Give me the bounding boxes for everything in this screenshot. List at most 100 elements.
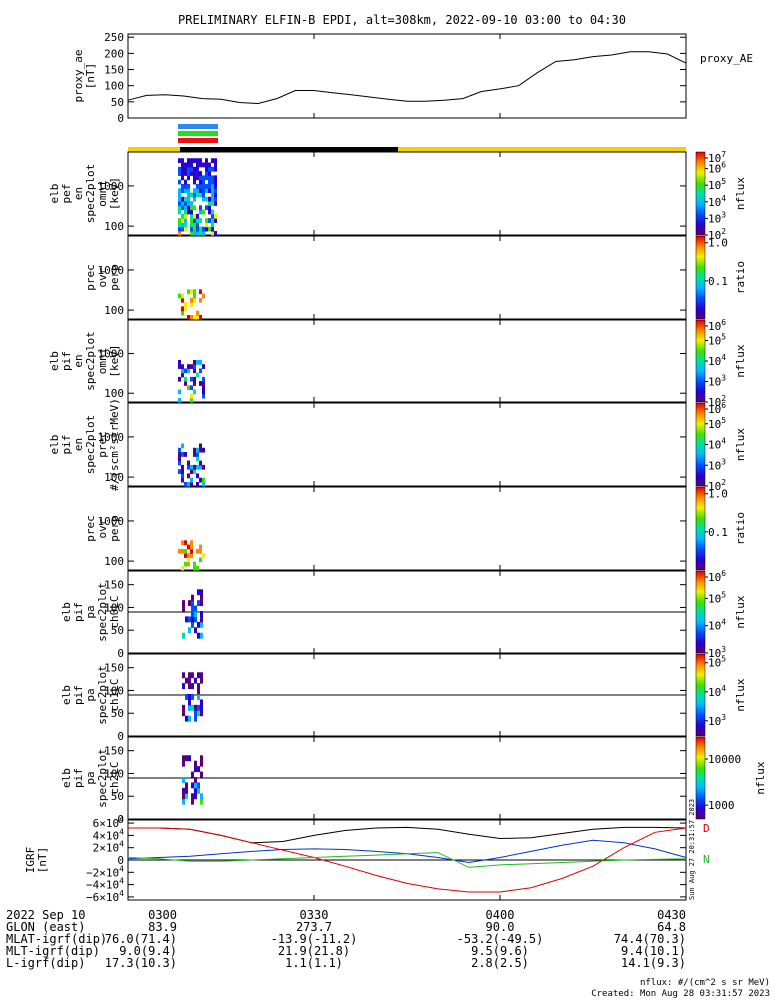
prec_ovr_perp-frame	[127, 235, 687, 320]
elb_pif_pa_spec2plot_ch0LC-cell	[197, 589, 200, 596]
orbit-row-value: 0330	[300, 908, 329, 922]
elb_pif_pa_spec2plot_ch2LC-ylabel-line: pa	[84, 771, 97, 784]
colorbar-tick-base: 10	[708, 403, 721, 416]
prec_ovr_perp_2-colorbar: 1.0 0.1 ratio	[695, 486, 747, 571]
elb_pif_en_spec2plot_omni-frame	[127, 319, 687, 403]
elb_pif_pa_spec2plot_ch1LC-colorbar-tick-label: 104	[708, 684, 726, 699]
elb_pef_en_spec2plot_omni-cell	[202, 175, 205, 181]
orbit-row-value: 0400	[486, 908, 515, 922]
elb_pef_en_spec2plot_omni-cell	[184, 196, 187, 202]
igrf-ytick-times10: ×10	[99, 879, 119, 892]
orbit-table: 2022 Sep 10 0300 0330 0400 0430 GLON (east) 83…	[6, 908, 686, 970]
elb_pef_en_spec2plot_omni-cell	[202, 162, 205, 168]
elb_pif_pa_spec2plot_ch1LC-ylabel-line: pa	[84, 688, 97, 701]
colorbar-tick-base: 10	[708, 152, 721, 165]
elb_pif_en_spec2plot_omni-colorbar-tick-label: 103	[708, 374, 726, 389]
elb_pif_pa_spec2plot_ch2LC-cell	[200, 755, 203, 762]
prec_ovr_perp-cell	[190, 297, 193, 303]
elb_pef_en_spec2plot_omni-cell	[193, 175, 196, 181]
prec_ovr_perp_2-cell	[187, 544, 190, 550]
elb_pef_en_spec2plot_omni-cell	[202, 209, 205, 215]
elb_pif_pa_spec2plot_ch1LC-cell	[188, 704, 191, 711]
elb_pif_en_spec2plot_omni-cell	[202, 393, 205, 399]
orbit-row-value: 83.9	[148, 920, 177, 934]
colorbar-tick-exp: 3	[721, 645, 726, 654]
elb_pif_en_spec2plot_prec-cell	[193, 447, 196, 453]
elb_pif_pa_spec2plot_ch0LC-colorbar-tick-label: 103	[708, 645, 726, 660]
prec_ovr_perp-colorbar-label: ratio	[734, 261, 747, 294]
elb_pif_en_spec2plot_prec-cell	[190, 482, 193, 487]
prec_ovr_perp-cell	[193, 297, 196, 303]
elb_pif_en_spec2plot_omni-ytick-label: 100	[104, 387, 124, 400]
elb_pif_pa_spec2plot_ch1LC-cell	[197, 704, 200, 711]
elb_pef_en_spec2plot_omni-cell	[214, 179, 217, 185]
prec_ovr_perp_2-spectrogram-cells	[178, 540, 205, 571]
prec_ovr_perp-cell	[190, 302, 193, 307]
prec_ovr_perp-ytick-label: 100	[104, 304, 124, 317]
prec_ovr_perp_2-ylabel-line: prec	[84, 515, 97, 542]
elb_pif_pa_spec2plot_ch1LC-cell	[200, 677, 203, 684]
prec_ovr_perp_2-cell	[202, 553, 205, 558]
prec_ovr_perp-ylabel-line: prec	[84, 264, 97, 291]
elb_pif_en_spec2plot_prec-cell	[178, 456, 181, 462]
elb_pef_en_spec2plot_omni-cell	[211, 222, 214, 228]
elb_pef_en_spec2plot_omni-cell	[205, 166, 208, 172]
orbit-row-value: 9.5(9.6)	[471, 944, 529, 958]
elb_pef_en_spec2plot_omni-cell	[190, 192, 193, 198]
colorbar-tick-exp: 7	[721, 150, 726, 159]
prec_ovr_perp_2-colorbar-tick-label: 0.1	[708, 526, 728, 539]
elb_pif_en_spec2plot_omni-cell	[202, 376, 205, 382]
elb_pif_en_spec2plot_omni-cell	[193, 376, 196, 382]
elb_pif_pa_spec2plot_ch0LC-colorbar-tick-label: 104	[708, 618, 726, 633]
elb_pef_en_spec2plot_omni-cell	[178, 166, 181, 172]
prec_ovr_perp-ylabel-line: ovr	[96, 267, 109, 287]
elb_pif_pa_spec2plot_ch0LC-ylabel-line: pif	[72, 602, 85, 622]
elb_pif_en_spec2plot_prec-ytick-label: 1000	[98, 431, 125, 444]
elb_pif_pa_spec2plot_ch0LC-cell	[200, 589, 203, 596]
elb_pef_en_spec2plot_omni-cell	[181, 183, 184, 189]
prec_ovr_perp-cell	[193, 293, 196, 299]
elb_pif_en_spec2plot_prec-cell	[184, 482, 187, 487]
orbit-row-label: L-igrf(dip)	[6, 956, 85, 970]
elb_pef_en_spec2plot_omni-cell	[196, 231, 199, 236]
elb_pef_en_spec2plot_omni-cell	[214, 192, 217, 198]
prec_ovr_perp-colorbar-tick-label: 0.1	[708, 275, 728, 288]
elb_pif_pa_spec2plot_ch1LC-cell	[188, 694, 191, 700]
prec_ovr_perp_2-cell	[178, 548, 181, 554]
prec_ovr_perp_2-cell	[193, 566, 196, 571]
igrf-ytick-exp: 4	[119, 840, 124, 849]
orbit-row-value: -53.2(-49.5)	[457, 932, 544, 946]
footer-created: Created: Mon Aug 28 03:31:57 2023	[591, 989, 770, 999]
elb_pif_en_spec2plot_prec-cell	[187, 460, 190, 466]
elb_pef_en_spec2plot_omni-cell	[214, 166, 217, 172]
elb_pif_pa_spec2plot_ch1LC-cell	[200, 710, 203, 717]
elb_pef_en_spec2plot_omni-cell	[208, 162, 211, 168]
prec_ovr_perp_2-cell	[184, 561, 187, 567]
elb_pef_en_spec2plot_omni-cell	[193, 218, 196, 223]
prec_ovr_perp_2-cell	[190, 548, 193, 554]
colorbar-tick-exp: 4	[721, 353, 726, 362]
prec_ovr_perp-cell	[181, 297, 184, 303]
shadow-bar	[180, 147, 398, 152]
colorbar-tick-exp: 6	[721, 401, 726, 410]
elb_pif_pa_spec2plot_ch0LC-ylabel-line: pa	[84, 605, 97, 618]
elb_pef_en_spec2plot_omni-ylabel-line: elb	[48, 184, 61, 204]
elb_pif_pa_spec2plot_ch2LC-ytick-label: 0	[117, 813, 124, 826]
ae-ytick-label: 100	[104, 80, 124, 93]
elb_pif_pa_spec2plot_ch1LC-cell	[182, 683, 185, 690]
zone-bar-green	[178, 131, 218, 136]
colorbar-tick-base: 10	[708, 686, 721, 699]
elb_pif_en_spec2plot_prec-cell	[178, 460, 181, 466]
elb_pif_en_spec2plot_prec-cell	[190, 477, 193, 483]
elb_pef_en_spec2plot_omni-colorbar-label: nflux	[734, 177, 747, 210]
elb_pif_pa_spec2plot_ch2LC-cell	[194, 793, 197, 800]
elb_pif_en_spec2plot_prec-cell	[196, 456, 199, 462]
elb_pif_pa_spec2plot_ch0LC-cell	[188, 627, 191, 634]
elb_pif_en_spec2plot_omni-cell	[184, 381, 187, 386]
elb_pif_en_spec2plot_prec-cell	[190, 464, 193, 470]
proxy-ae-legend: proxy_AE	[700, 52, 753, 65]
elb_pef_en_spec2plot_omni-cell	[181, 162, 184, 168]
elb_pef_en_spec2plot_omni-cell	[184, 188, 187, 193]
elb_pif_pa_spec2plot_ch0LC-ytick-label: 50	[111, 624, 124, 637]
elb_pef_en_spec2plot_omni-cell	[178, 188, 181, 193]
